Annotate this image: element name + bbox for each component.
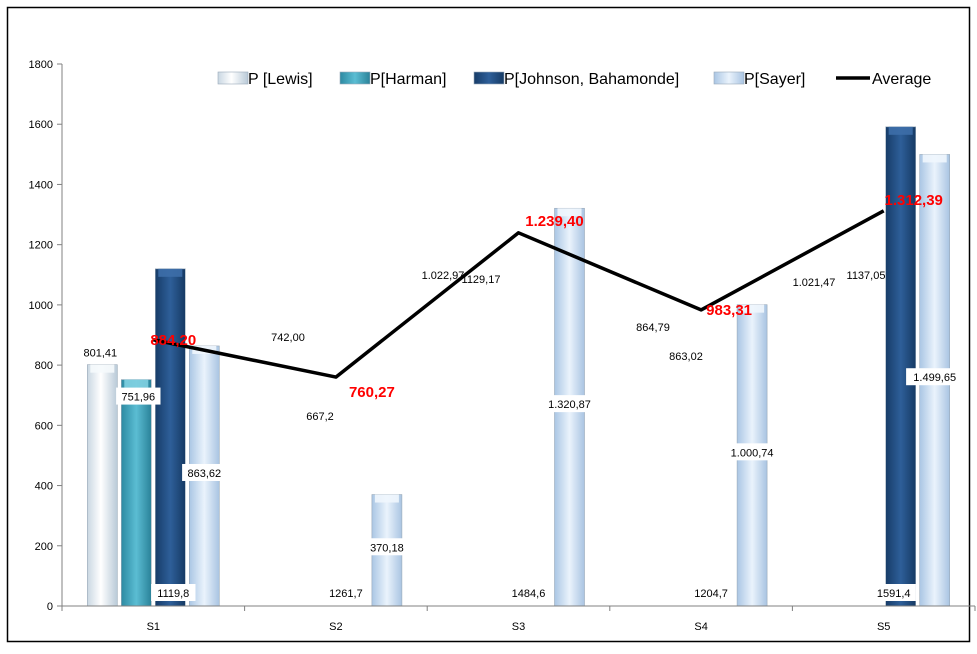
x-tick-label: S4 <box>694 621 707 633</box>
average-label: 1.312,39 <box>885 192 943 209</box>
data-label-box <box>506 584 551 601</box>
average-label: 760,27 <box>349 384 395 401</box>
data-label-box <box>688 584 734 601</box>
x-tick-label: S1 <box>147 621 160 633</box>
data-label-box <box>723 443 781 461</box>
average-label: 884,20 <box>150 332 196 349</box>
y-tick-label: 1800 <box>29 59 53 71</box>
bar-cap <box>158 268 183 277</box>
legend-swatch <box>217 71 249 85</box>
legend-label: P[Harman] <box>370 71 446 88</box>
bar-cap <box>124 379 149 388</box>
data-label-box <box>871 584 916 601</box>
data-label: 864,79 <box>636 322 670 334</box>
legend-swatch <box>339 71 371 85</box>
data-label: 1.021,47 <box>793 277 836 289</box>
data-label: 1261,7 <box>329 588 363 600</box>
data-label: 370,18 <box>370 542 404 554</box>
y-tick-label: 400 <box>35 481 53 493</box>
chart-border <box>6 6 971 643</box>
bar-cap <box>740 304 765 313</box>
x-tick-label: S5 <box>877 621 890 633</box>
data-label: 751,96 <box>121 392 155 404</box>
data-label: 1129,17 <box>462 274 501 286</box>
data-label-box <box>906 368 964 386</box>
y-tick-label: 1000 <box>29 300 53 312</box>
y-tick-label: 0 <box>47 601 53 613</box>
average-label: 1.239,40 <box>525 213 583 230</box>
data-label: 801,41 <box>83 348 117 360</box>
y-tick-label: 800 <box>35 360 53 372</box>
data-label: 863,62 <box>187 468 221 480</box>
bar <box>885 126 917 607</box>
legend-swatch <box>473 71 505 85</box>
data-label: 742,00 <box>271 332 305 344</box>
data-label: 1.000,74 <box>731 447 774 459</box>
data-label-box <box>364 538 410 556</box>
x-tick-label: S3 <box>512 621 525 633</box>
legend-swatch <box>713 71 745 85</box>
bar <box>155 268 186 607</box>
bar <box>121 379 152 607</box>
bar-cap <box>922 154 947 163</box>
data-label: 1.320,87 <box>548 399 591 411</box>
average-line <box>152 209 885 379</box>
y-tick-label: 200 <box>35 541 53 553</box>
data-label: 1119,8 <box>157 588 189 600</box>
y-tick-label: 600 <box>35 420 53 432</box>
y-tick-label: 1600 <box>29 119 53 131</box>
data-label: 667,2 <box>306 411 334 423</box>
legend-label: P[Johnson, Bahamonde] <box>504 71 679 88</box>
bar <box>87 364 118 607</box>
bar-cap <box>557 208 582 217</box>
bar-cap <box>90 364 115 373</box>
data-label: 1.022,97 <box>422 270 465 282</box>
legend-label: P [Lewis] <box>248 71 313 88</box>
data-label-box <box>151 584 196 601</box>
average-label: 983,31 <box>706 302 752 319</box>
data-label-box <box>540 395 599 413</box>
data-label-box <box>323 584 369 601</box>
data-label: 1204,7 <box>694 588 728 600</box>
bar-cap <box>888 126 913 135</box>
data-label: 1591,4 <box>877 588 911 600</box>
y-tick-label: 1200 <box>29 240 53 252</box>
data-label: 1484,6 <box>512 588 546 600</box>
y-tick-label: 1400 <box>29 179 53 191</box>
data-label: 863,02 <box>669 351 703 363</box>
legend-label: Average <box>872 71 931 88</box>
data-label-box <box>116 387 161 405</box>
bar-cap <box>374 494 399 503</box>
legend-label: P[Sayer] <box>744 71 805 88</box>
data-label: 1137,05 <box>847 270 886 282</box>
data-label: 1.499,65 <box>913 372 956 384</box>
data-label-box <box>182 463 227 481</box>
x-tick-label: S2 <box>329 621 342 633</box>
